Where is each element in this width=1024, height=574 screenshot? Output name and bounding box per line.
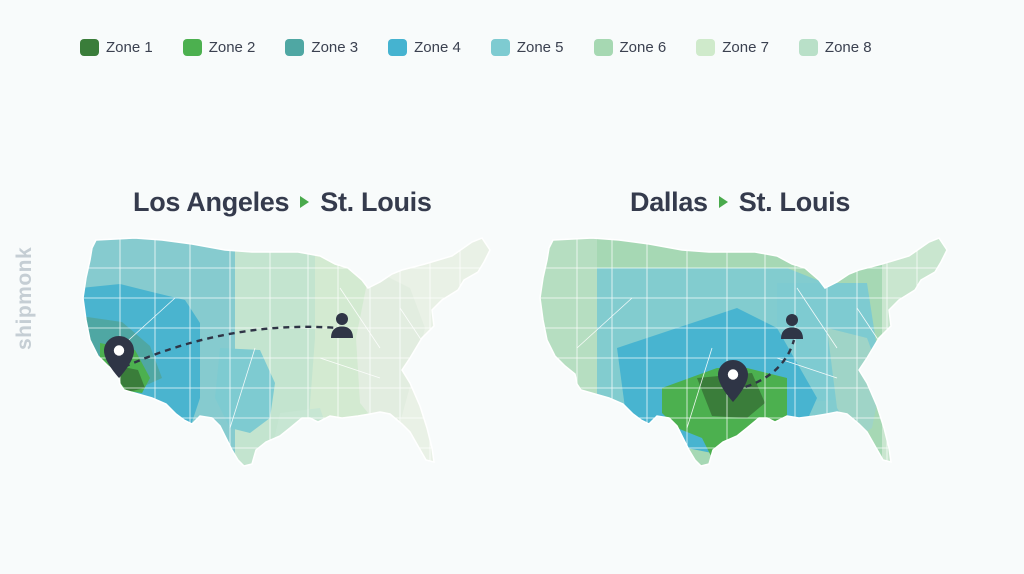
origin-label: Dallas: [630, 186, 708, 217]
map-title-dallas: Dallas St. Louis: [630, 184, 850, 220]
zone-4-swatch: [388, 38, 408, 56]
zone-7-swatch: [696, 38, 716, 56]
origin-label: Los Angeles: [133, 186, 290, 217]
legend-item-zone-7: Zone 7: [696, 38, 769, 56]
zone-3-swatch: [285, 38, 305, 56]
legend-label: Zone 3: [311, 38, 359, 56]
zone-8-swatch: [798, 38, 818, 56]
legend-item-zone-2: Zone 2: [182, 38, 256, 56]
destination-label: St. Louis: [320, 186, 432, 217]
zone-6-swatch: [593, 38, 613, 56]
legend-label: Zone 5: [516, 38, 564, 56]
shipmonk-watermark: shipmonk: [13, 246, 36, 350]
legend-item-zone-5: Zone 5: [490, 38, 564, 56]
zone-5-swatch: [490, 38, 510, 56]
legend-item-zone-1: Zone 1: [80, 38, 153, 56]
legend-item-zone-4: Zone 4: [388, 38, 461, 56]
zone-map-dallas: [539, 237, 948, 467]
zone-2-swatch: [182, 38, 202, 56]
legend-label: Zone 7: [722, 38, 769, 56]
legend-item-zone-8: Zone 8: [798, 38, 872, 56]
legend-item-zone-3: Zone 3: [285, 38, 359, 56]
zone-legend: Zone 1 Zone 2 Zone 3 Zone 4 Zone 5 Zone …: [80, 36, 960, 58]
arrow-right-icon: [718, 196, 728, 208]
destination-label: St. Louis: [738, 186, 851, 217]
legend-label: Zone 4: [414, 38, 461, 56]
arrow-right-icon: [300, 196, 310, 208]
legend-item-zone-6: Zone 6: [593, 38, 667, 56]
legend-label: Zone 8: [824, 38, 872, 56]
legend-label: Zone 6: [619, 38, 667, 56]
legend-label: Zone 2: [208, 38, 256, 56]
zone-map-los-angeles: [82, 237, 491, 467]
map-title-la: Los Angeles St. Louis: [133, 184, 432, 220]
legend-label: Zone 1: [106, 38, 153, 56]
route-line: [123, 325, 339, 369]
zone-1-swatch: [80, 38, 99, 56]
